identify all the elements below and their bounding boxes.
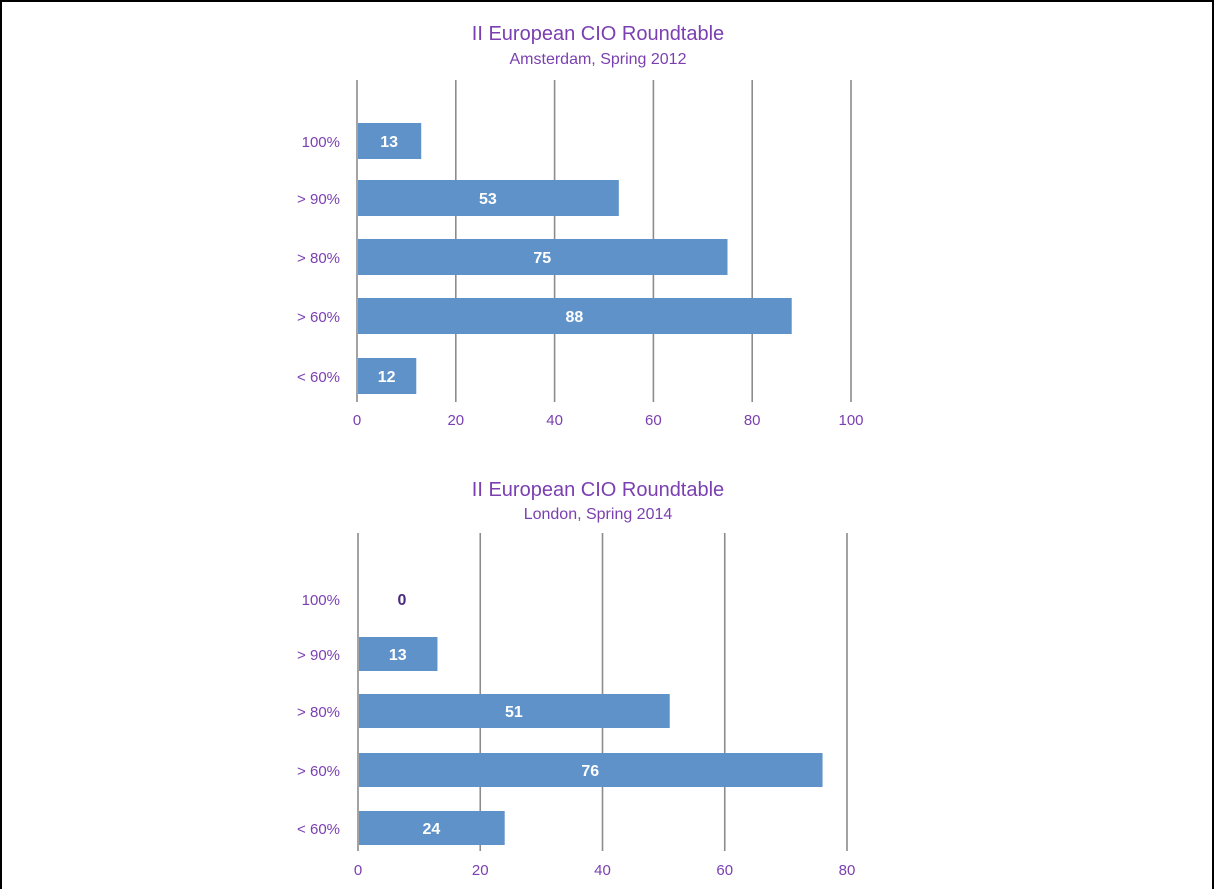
bar bbox=[359, 811, 505, 845]
bar bbox=[359, 753, 823, 787]
chart-title: II European CIO Roundtable bbox=[472, 479, 724, 501]
category-label: 100% bbox=[302, 592, 340, 609]
bar bbox=[358, 358, 417, 394]
x-tick-label: 80 bbox=[839, 862, 856, 879]
x-tick-label: 60 bbox=[716, 862, 733, 879]
data-label: 13 bbox=[389, 647, 407, 664]
category-label: > 60% bbox=[297, 763, 340, 780]
data-label: 53 bbox=[479, 191, 497, 208]
category-label: < 60% bbox=[297, 821, 340, 838]
data-label: 13 bbox=[380, 134, 398, 151]
category-label: > 80% bbox=[297, 250, 340, 267]
category-label: > 80% bbox=[297, 704, 340, 721]
x-tick-label: 60 bbox=[645, 412, 662, 429]
x-tick-label: 80 bbox=[744, 412, 761, 429]
chart-london-2014: II European CIO Roundtable London, Sprin… bbox=[297, 479, 855, 879]
x-tick-label: 0 bbox=[353, 412, 361, 429]
x-tick-label: 40 bbox=[546, 412, 563, 429]
chart-subtitle: Amsterdam, Spring 2012 bbox=[510, 51, 687, 68]
category-label: > 90% bbox=[297, 191, 340, 208]
data-label: 51 bbox=[505, 704, 523, 721]
chart-amsterdam-2012: II European CIO Roundtable Amsterdam, Sp… bbox=[297, 23, 863, 429]
data-label: 24 bbox=[422, 821, 440, 838]
bar bbox=[358, 298, 792, 334]
x-tick-label: 20 bbox=[447, 412, 464, 429]
x-tick-label: 0 bbox=[354, 862, 362, 879]
bar bbox=[358, 123, 422, 159]
category-label: > 60% bbox=[297, 309, 340, 326]
bar bbox=[359, 694, 670, 728]
bar bbox=[358, 239, 728, 275]
category-label: > 90% bbox=[297, 647, 340, 664]
x-tick-label: 40 bbox=[594, 862, 611, 879]
data-label: 12 bbox=[378, 369, 396, 386]
x-tick-label: 100 bbox=[838, 412, 863, 429]
bar bbox=[358, 180, 619, 216]
category-label: < 60% bbox=[297, 369, 340, 386]
chart-title: II European CIO Roundtable bbox=[472, 23, 724, 45]
bar bbox=[359, 637, 438, 671]
x-tick-label: 20 bbox=[472, 862, 489, 879]
data-label: 88 bbox=[565, 309, 583, 326]
data-label: 0 bbox=[398, 592, 407, 609]
data-label: 75 bbox=[533, 250, 551, 267]
chart-subtitle: London, Spring 2014 bbox=[524, 506, 673, 523]
data-label: 76 bbox=[581, 763, 599, 780]
category-label: 100% bbox=[302, 134, 340, 151]
